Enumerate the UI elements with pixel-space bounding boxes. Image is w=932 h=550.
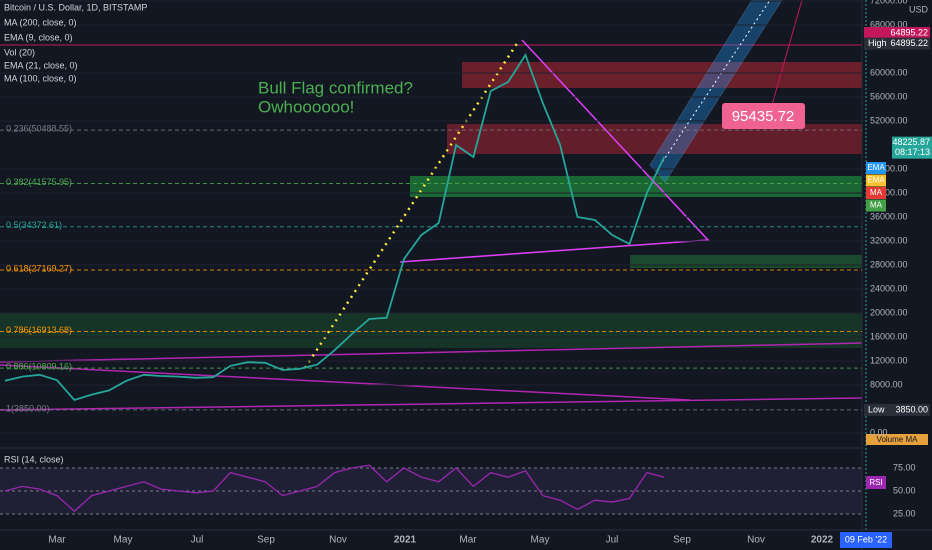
support-zone — [0, 313, 862, 348]
countdown: 08:17:13 — [895, 147, 930, 157]
x-tick-label: 2022 — [811, 535, 834, 546]
rsi-tag: RSI — [869, 478, 882, 487]
x-tick-label: Mar — [48, 535, 66, 546]
support-zone — [410, 176, 862, 197]
channel-mid — [656, 0, 771, 171]
x-tick-label: Jul — [606, 535, 619, 546]
target-box — [722, 103, 805, 129]
y-tick-label: 68000.00 — [870, 19, 908, 29]
y-tick-label: 56000.00 — [870, 91, 908, 101]
y-tick-label: 12000.00 — [870, 355, 908, 365]
tag — [866, 476, 886, 489]
x-tick-label: Nov — [329, 535, 347, 546]
y-tick-label: 24000.00 — [870, 283, 908, 293]
rsi-legend: RSI (14, close) — [4, 454, 64, 464]
low-label: Low — [868, 404, 885, 414]
annotation: Owhoooooo! — [258, 97, 354, 116]
high-price: 64895.22 — [890, 27, 928, 37]
x-tick-label: May — [114, 535, 133, 546]
y-tick-label: 16000.00 — [870, 331, 908, 341]
rsi-band — [0, 468, 862, 514]
triangle — [399, 39, 710, 263]
rsi-tick-label: 75.00 — [893, 462, 916, 472]
layer: 0.236(50488.55) 0.382(41575.95) 0.5(34372.… — [0, 0, 862, 434]
indicator-tag — [866, 199, 886, 212]
rsi-tick-label: 50.00 — [893, 485, 916, 495]
indicator-tag-label: MA — [870, 201, 883, 210]
rsi-tick-label: 25.00 — [893, 508, 916, 518]
fib-label: 0.886(10809.16) — [6, 362, 72, 372]
price-line — [4, 52, 666, 402]
y-tick-label: 44000.00 — [870, 163, 908, 173]
resistance-zone — [462, 62, 862, 88]
trend-line — [0, 342, 863, 363]
legend: MA (100, close, 0) — [4, 73, 77, 83]
last-price: 48225.87 — [892, 137, 930, 147]
y-tick-label: 40000.00 — [870, 187, 908, 197]
annotation: Bull Flag confirmed? — [258, 78, 413, 97]
unit: USD — [909, 4, 929, 14]
x-tick-label: Nov — [747, 535, 765, 546]
x-tick-label: Sep — [257, 535, 275, 546]
indicator-tag — [866, 187, 886, 199]
y-tick-label: 8000.00 — [870, 379, 903, 389]
indicator-tag — [866, 174, 886, 187]
y-tick-label: 32000.00 — [870, 235, 908, 245]
legend: MA (200, close, 0) — [4, 17, 77, 27]
x-tick-label: May — [531, 535, 550, 546]
last-price-badge — [892, 136, 932, 159]
high-label: High — [868, 38, 887, 48]
y-tick-label: 28000.00 — [870, 259, 908, 269]
y-tick-label: 60000.00 — [870, 67, 908, 77]
fib-label: 0.618(27169.27) — [6, 263, 72, 273]
y-tick-label: 0.00 — [870, 427, 888, 437]
rsi-line — [4, 464, 665, 513]
fib-label: 0.5(34372.61) — [6, 220, 62, 230]
date-box — [840, 532, 892, 548]
high-price: 64895.22 — [890, 38, 928, 48]
x-tick-label: Sep — [673, 535, 691, 546]
channel — [649, 0, 783, 183]
fib-label: 0.236(50488.55) — [6, 123, 72, 133]
target-label: 95435.72 — [732, 108, 795, 125]
legend: EMA (9, close, 0) — [4, 32, 73, 42]
indicator-tag-label: MA — [870, 188, 883, 197]
trend-line — [0, 397, 863, 411]
trend-line — [0, 364, 691, 401]
fib-label: 0.786(16913.68) — [6, 325, 72, 335]
tag — [866, 434, 928, 445]
fib-label: 1(3850.00) — [6, 403, 50, 413]
volume-tag: Volume MA — [877, 435, 919, 444]
low-badge — [864, 403, 930, 416]
legend: Vol (20) — [4, 47, 35, 57]
x-tick-label: 2021 — [394, 535, 417, 546]
target-line — [769, 0, 803, 113]
legend: EMA (21, close, 0) — [4, 60, 78, 70]
x-tick-label: Jul — [191, 535, 204, 546]
high-badge — [864, 37, 930, 50]
fib-label: 0.382(41575.95) — [6, 177, 72, 187]
y-tick-label: 36000.00 — [870, 211, 908, 221]
flagpole — [303, 41, 520, 369]
y-tick-label: 20000.00 — [870, 307, 908, 317]
indicator-tag — [866, 162, 886, 174]
y-tick-label: 52000.00 — [870, 115, 908, 125]
indicator-tag-label: EMA — [867, 163, 885, 172]
support-zone — [630, 255, 862, 268]
cursor-date: 09 Feb '22 — [845, 534, 887, 544]
legend: Bitcoin / U.S. Dollar, 1D, BITSTAMP — [4, 2, 147, 12]
indicator-tag-label: EMA — [867, 176, 885, 185]
low-price: 3850.00 — [895, 404, 928, 414]
x-tick-label: Mar — [459, 535, 477, 546]
y-tick-label: 72000.00 — [870, 0, 908, 5]
high-badge — [864, 27, 930, 39]
